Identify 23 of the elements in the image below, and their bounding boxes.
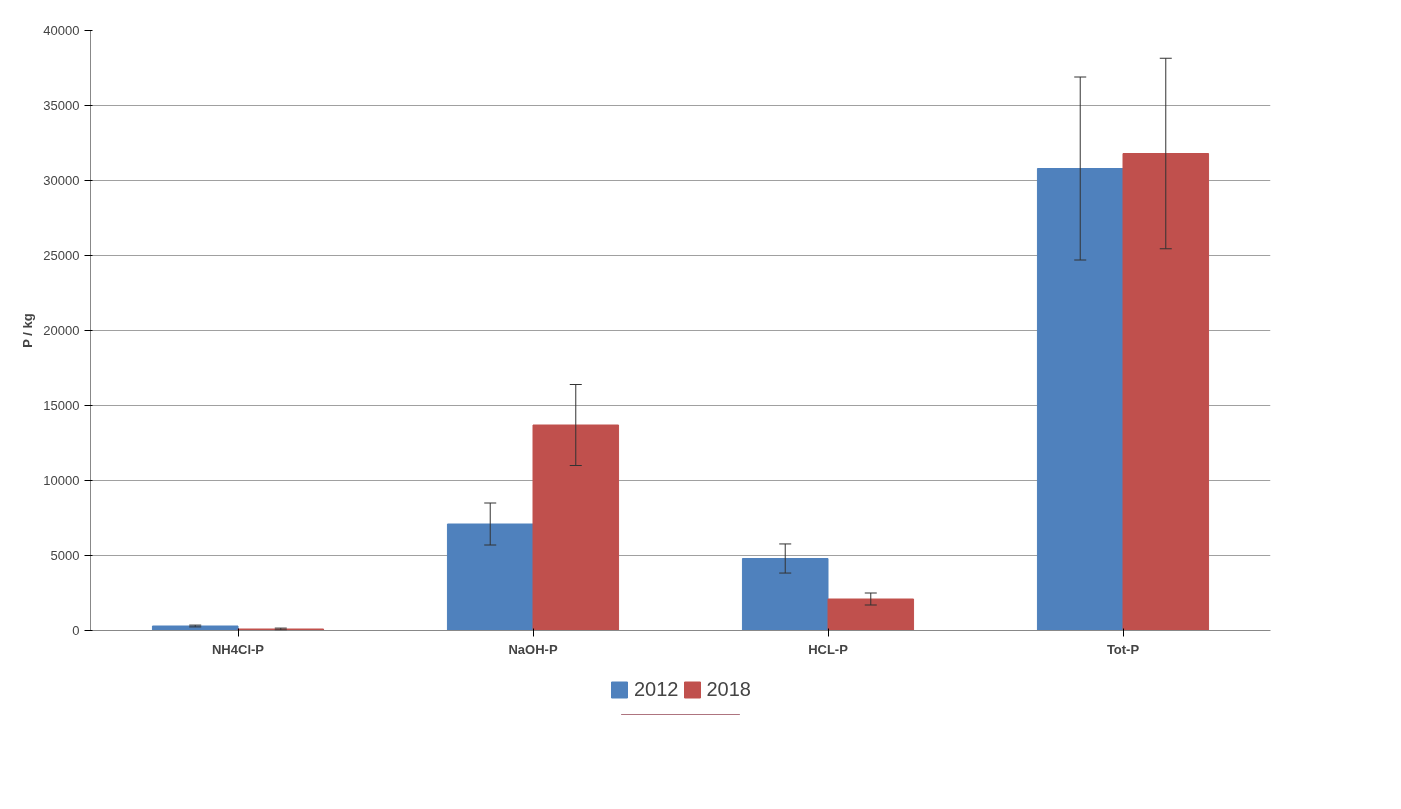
x-tick-label: NaOH-P	[508, 641, 558, 657]
y-axis-title: P / kg	[20, 313, 36, 348]
bar	[1122, 153, 1210, 631]
bar	[827, 598, 915, 631]
y-tick-label: 0	[72, 623, 80, 638]
y-tick-label: 35000	[43, 98, 80, 113]
legend-label: 2018	[706, 677, 751, 701]
y-tick-label: 25000	[43, 248, 80, 263]
y-tick-label: 15000	[43, 398, 80, 413]
bar	[1036, 168, 1124, 631]
x-tick-label: NH4Cl-P	[212, 641, 265, 657]
bar	[532, 424, 620, 631]
legend-label: 2012	[634, 677, 679, 701]
y-tick-label: 40000	[43, 23, 80, 38]
y-tick-label: 20000	[43, 323, 80, 338]
y-tick-label: 5000	[50, 548, 80, 563]
x-tick-label: HCL-P	[808, 641, 849, 657]
bar	[151, 625, 239, 631]
bar	[741, 558, 829, 631]
bar	[446, 523, 534, 631]
y-tick-label: 10000	[43, 473, 80, 488]
y-tick-label: 30000	[43, 173, 80, 188]
x-tick-label: Tot-P	[1106, 641, 1140, 657]
